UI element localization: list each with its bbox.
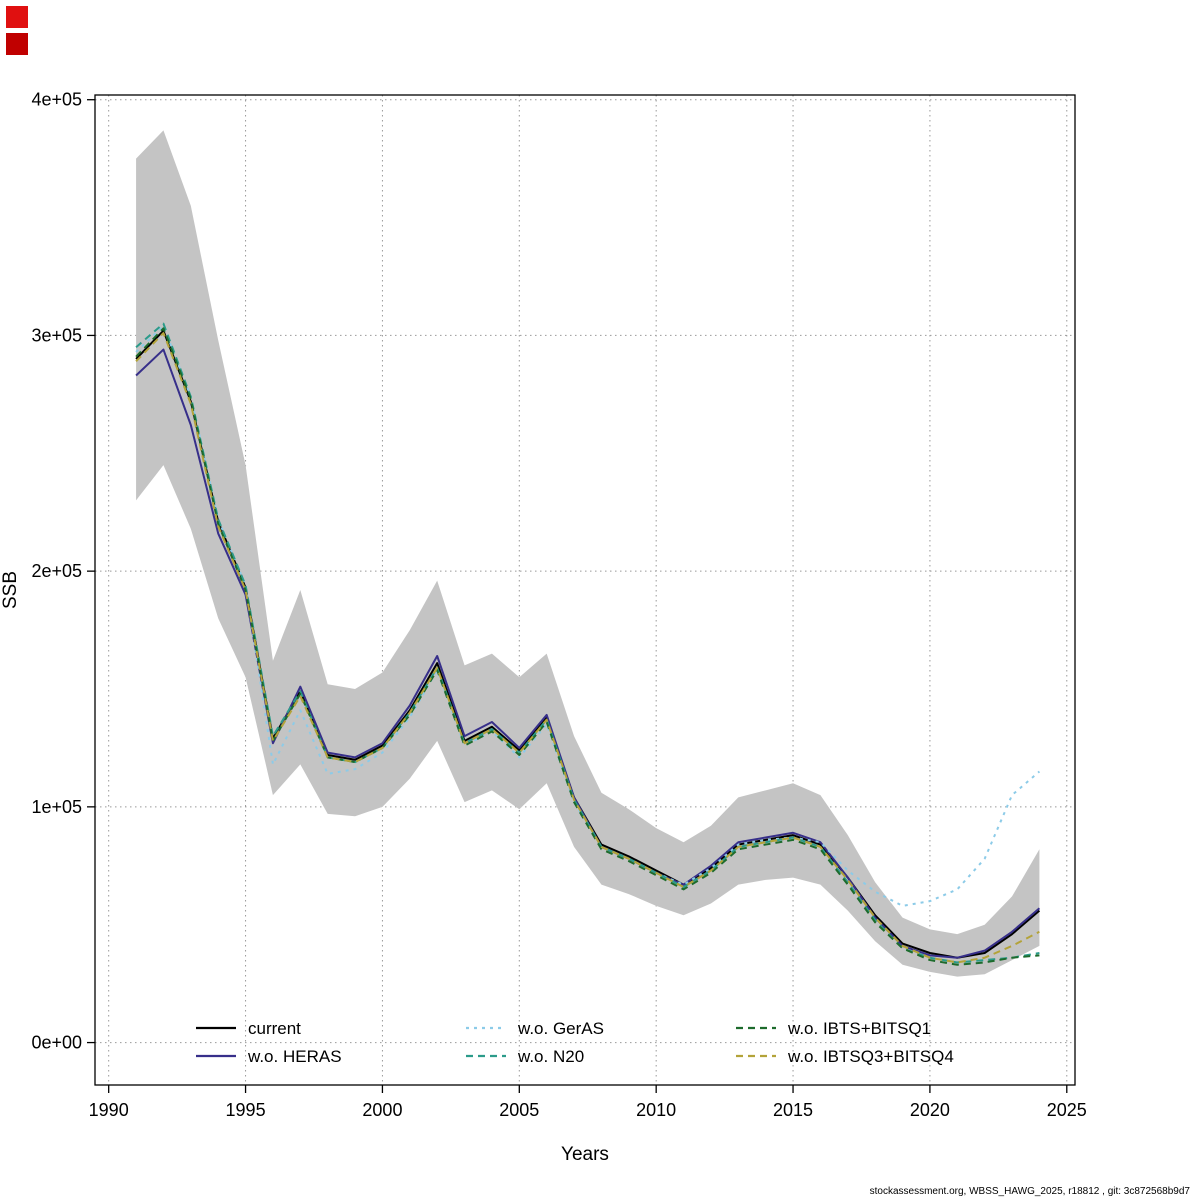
y-tick-label: 3e+05 [31, 325, 82, 345]
x-tick-label: 2020 [910, 1100, 950, 1120]
x-tick-label: 2025 [1047, 1100, 1087, 1120]
series-line-5 [135, 332, 1040, 964]
y-tick-label: 0e+00 [31, 1033, 82, 1053]
x-tick-label: 2010 [636, 1100, 676, 1120]
x-tick-label: 2005 [499, 1100, 539, 1120]
y-axis-title: SSB [0, 571, 21, 609]
footer-citation: stockassessment.org, WBSS_HAWG_2025, r18… [869, 1186, 1190, 1197]
x-tick-label: 2000 [362, 1100, 402, 1120]
series-line-4 [135, 327, 1040, 966]
legend-label: w.o. HERAS [247, 1047, 342, 1066]
confidence-band [136, 130, 1040, 977]
legend-label: w.o. IBTSQ3+BITSQ4 [787, 1047, 954, 1066]
x-tick-label: 2015 [773, 1100, 813, 1120]
x-tick-label: 1990 [89, 1100, 129, 1120]
y-tick-label: 1e+05 [31, 797, 82, 817]
series-line-3 [135, 322, 1040, 964]
legend-label: w.o. GerAS [517, 1019, 604, 1038]
y-tick-label: 2e+05 [31, 561, 82, 581]
red-marker-bottom [6, 33, 28, 55]
red-marker-top [6, 6, 28, 28]
plot-border [94, 94, 1076, 1086]
x-tick-label: 1995 [226, 1100, 266, 1120]
legend-label: w.o. IBTS+BITSQ1 [787, 1019, 931, 1038]
legend-label: current [248, 1019, 301, 1038]
y-tick-label: 4e+05 [31, 90, 82, 110]
x-axis-title: Years [561, 1144, 609, 1165]
legend-label: w.o. N20 [517, 1047, 584, 1066]
